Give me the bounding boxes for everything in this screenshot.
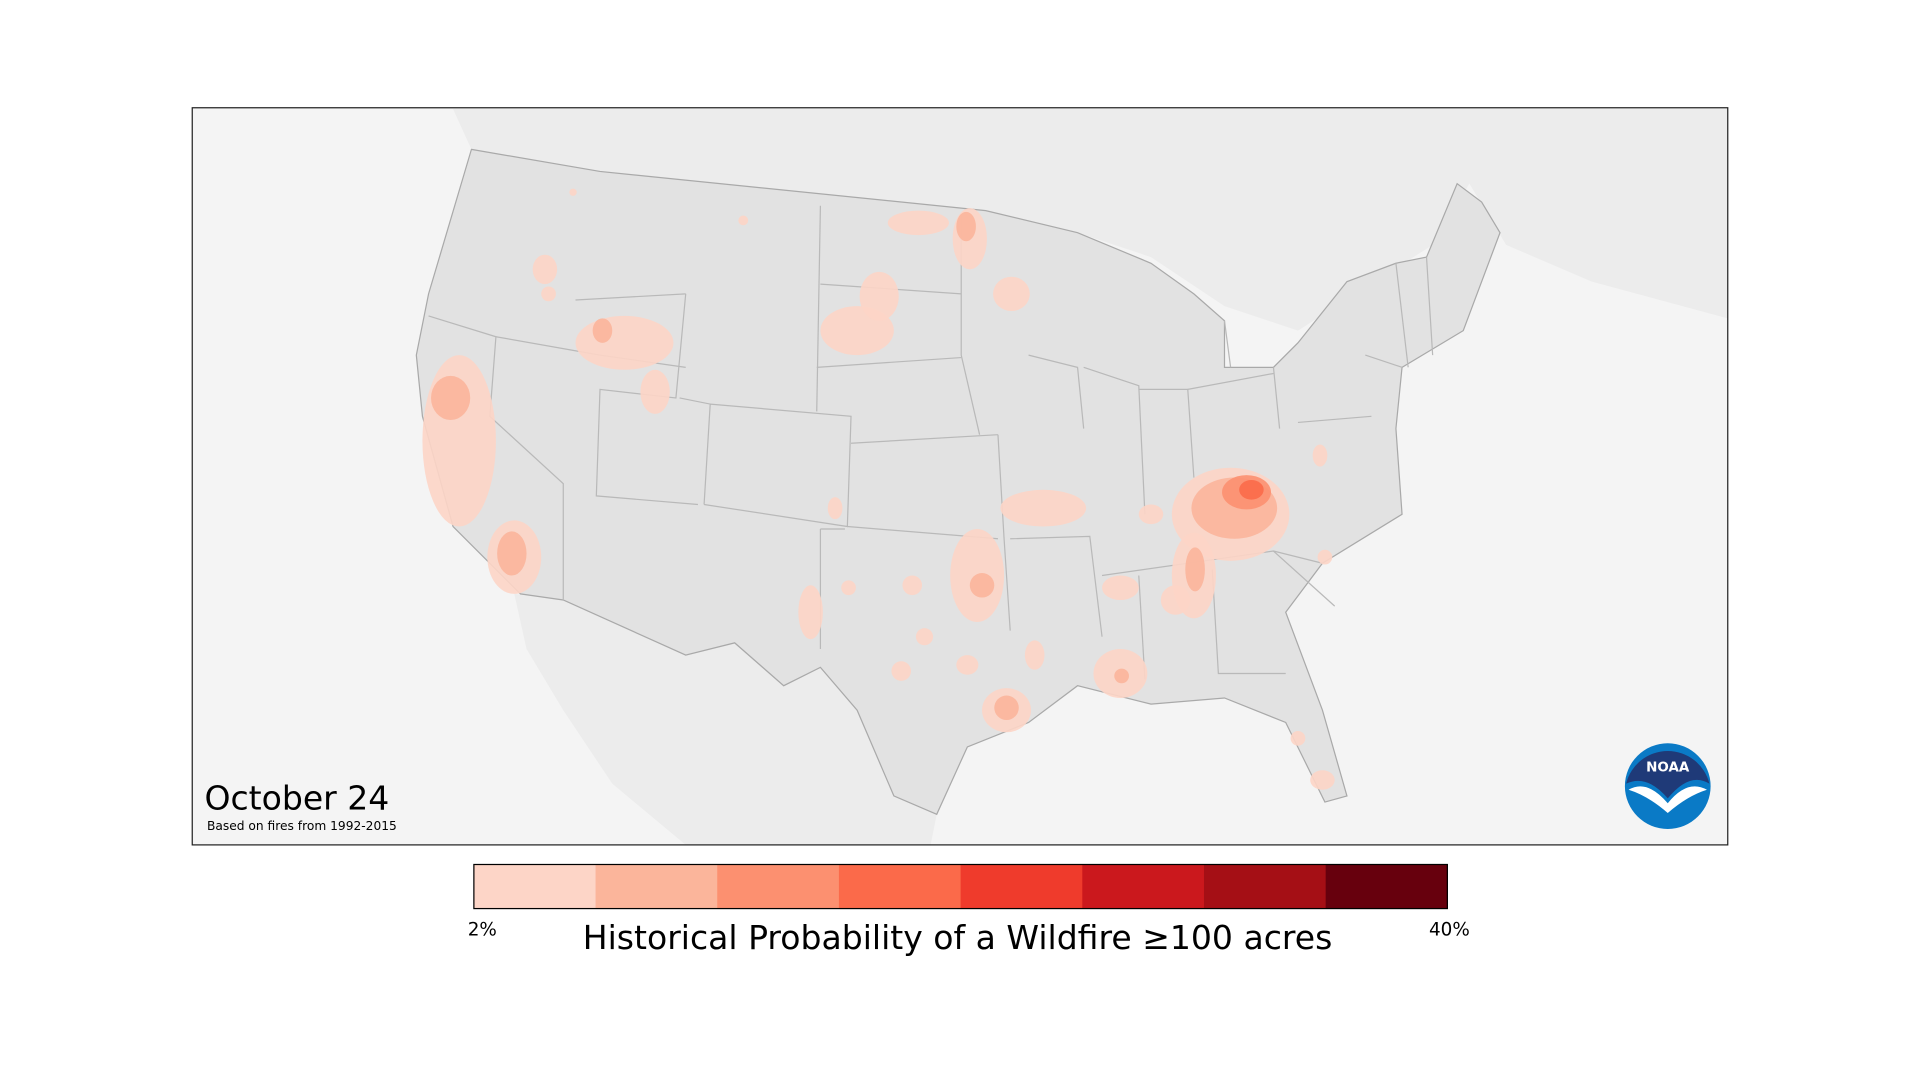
state-border [850,434,998,444]
state-border [1365,354,1403,368]
fire-probability-area [956,655,979,675]
legend-color-step [473,864,597,909]
fire-probability-area [915,628,934,646]
fire-probability-area [592,318,613,343]
state-border [1425,257,1434,356]
fire-probability-area [1114,668,1129,684]
legend-color-step [1203,864,1327,909]
state-border [816,356,962,368]
fire-probability-area [569,188,577,196]
legend-title: Historical Probability of a Wildfire ≥10… [583,918,1333,957]
state-border [1395,263,1409,368]
state-border [1028,354,1085,429]
fire-probability-area [738,215,749,226]
fire-probability-area [1312,444,1328,467]
legend-color-step [595,864,718,909]
legend-color-step [838,864,962,909]
map-border [191,107,1729,846]
fire-probability-area [891,661,912,681]
state-border [1083,366,1146,515]
fire-probability-area [1138,504,1164,525]
fire-probability-area [994,695,1019,720]
legend-color-step [1325,864,1448,909]
state-border [1211,569,1286,675]
state-border [1187,372,1274,390]
fire-probability-area [532,254,558,285]
fire-probability-area [497,531,527,576]
state-border [1010,535,1103,637]
state-borders [428,205,1434,680]
state-border [1223,320,1232,368]
fire-probability-area [993,276,1030,312]
fire-probability-area [1290,731,1306,746]
fire-probability-area [1102,575,1139,600]
fire-probability-area [1000,489,1087,527]
fire-probability-area [1239,480,1264,500]
fire-probability-area [431,375,471,420]
state-border [1272,367,1281,429]
fire-probability-area [859,271,899,321]
state-border [1297,415,1372,424]
noaa-logo: NOAA [1624,743,1711,829]
fire-probability-area [1310,770,1335,790]
fire-probability-area [575,315,674,370]
state-border [703,403,852,528]
fire-probability-area [1317,549,1333,565]
fire-probability-area [1024,640,1045,670]
fire-probability-area [956,211,976,242]
fire-probability-area [902,575,923,596]
legend-max-label: 40% [1429,920,1470,941]
legend-colorbar [473,864,1448,909]
legend-colorbar-border [473,863,1448,910]
mexico-landmass [514,593,937,845]
canada-landmass [453,108,1728,331]
us-landmass [415,148,1501,816]
fire-probability-area [1185,547,1205,592]
fire-probability-area [640,369,670,414]
state-border [595,293,699,506]
legend-color-step [960,864,1083,909]
fire-probability-area [798,585,823,640]
state-border [1101,550,1323,577]
data-source-note: Based on fires from 1992-2015 [207,819,397,833]
legend-color-step [717,864,840,909]
state-border [997,434,1011,631]
fire-probability-area [887,210,949,236]
fire-probability-area [969,573,995,598]
fire-probability-area [841,580,856,596]
legend-color-step [1082,864,1205,909]
fire-probability-area [827,497,843,520]
date-title: October 24 [204,778,389,817]
state-border [575,293,686,301]
noaa-logo-text: NOAA [1646,760,1690,775]
legend-min-label: 2% [468,920,497,941]
fire-probability-area [541,286,556,302]
fire-probability-area [1160,585,1191,615]
fire-probability-areas [422,188,1335,790]
state-border [1273,550,1336,607]
state-border [816,205,822,412]
